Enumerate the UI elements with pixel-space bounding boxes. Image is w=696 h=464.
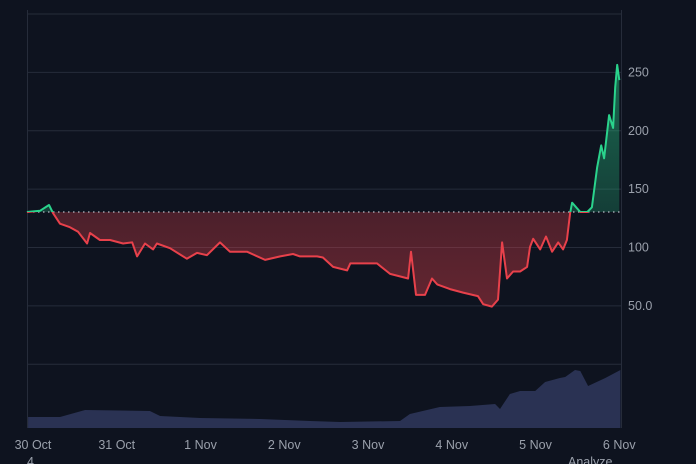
x-tick-label: 3 Nov — [352, 438, 385, 452]
x-tick-label: 4 Nov — [435, 438, 468, 452]
footer-left-text: 4 — [27, 455, 34, 464]
area-below-baseline — [26, 211, 588, 307]
y-axis-labels: 250 200 150 100 50.0 — [628, 65, 652, 313]
y-tick-label: 150 — [628, 182, 649, 196]
volume-area — [28, 370, 621, 428]
x-tick-label: 5 Nov — [519, 438, 552, 452]
x-tick-label: 31 Oct — [98, 438, 135, 452]
y-tick-label: 100 — [628, 241, 649, 255]
y-tick-label: 50.0 — [628, 299, 652, 313]
y-tick-label: 200 — [628, 124, 649, 138]
analyze-link[interactable]: Analyze — [568, 455, 613, 464]
price-line-below-baseline — [26, 211, 589, 308]
y-tick-label: 250 — [628, 65, 649, 79]
grid-lines — [28, 13, 621, 365]
area-above-baseline — [26, 64, 620, 212]
x-tick-label: 1 Nov — [184, 438, 217, 452]
x-tick-label: 30 Oct — [15, 438, 52, 452]
price-line-above-baseline — [26, 63, 621, 212]
x-tick-label: 6 Nov — [603, 438, 636, 452]
x-axis-labels: 30 Oct 31 Oct 1 Nov 2 Nov 3 Nov 4 Nov 5 Nov 6 N… — [15, 438, 637, 452]
x-tick-label: 2 Nov — [268, 438, 301, 452]
